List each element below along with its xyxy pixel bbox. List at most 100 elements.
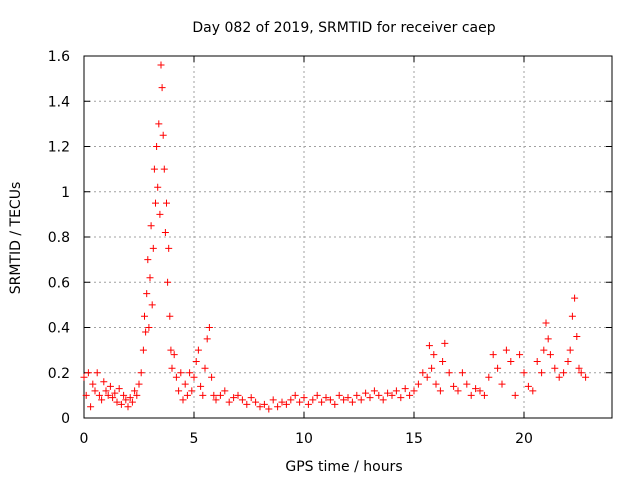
data-point (153, 143, 161, 150)
y-tick-label: 0 (61, 411, 70, 427)
data-point (340, 396, 348, 404)
data-point (194, 346, 202, 354)
x-tick-label: 15 (405, 431, 423, 447)
data-point (577, 369, 585, 377)
data-point (158, 84, 166, 92)
data-point (480, 391, 488, 399)
data-point (188, 387, 196, 395)
data-point (410, 387, 418, 395)
data-point (212, 396, 220, 404)
data-point (573, 333, 581, 341)
data-point (494, 364, 502, 372)
data-point (117, 400, 125, 408)
data-point (291, 391, 299, 399)
data-point (120, 391, 128, 399)
data-point (278, 398, 286, 406)
data-point (564, 357, 572, 365)
data-point (463, 380, 471, 388)
data-point (84, 369, 92, 377)
data-point (124, 403, 132, 411)
data-point (428, 364, 436, 372)
data-point (419, 369, 427, 377)
data-point (282, 400, 290, 408)
data-point (414, 380, 422, 388)
data-point (156, 210, 164, 218)
x-tick-label: 0 (80, 431, 89, 447)
data-point (133, 391, 141, 399)
data-point (145, 324, 153, 331)
data-point (179, 396, 187, 404)
data-point (122, 396, 130, 404)
data-point (152, 199, 159, 207)
data-point (300, 394, 308, 402)
y-tick-label: 0.4 (48, 321, 70, 337)
data-point (181, 380, 189, 388)
data-point (458, 369, 466, 377)
data-point (520, 369, 528, 377)
data-point (192, 357, 200, 365)
data-point (296, 398, 304, 406)
axis-ticks (83, 55, 612, 419)
data-point (172, 373, 180, 381)
data-point (150, 165, 158, 173)
data-point (362, 389, 370, 397)
data-point (524, 382, 532, 390)
data-point (205, 324, 213, 331)
y-tick-label: 0.8 (48, 230, 70, 246)
data-point (161, 228, 169, 236)
data-point (498, 380, 506, 388)
y-tick-label: 1.2 (48, 140, 70, 156)
data-point (91, 387, 99, 395)
data-point (197, 382, 205, 390)
data-point (489, 351, 497, 359)
data-point (529, 387, 537, 395)
y-tick-label: 1.4 (48, 94, 70, 110)
data-point (318, 398, 326, 406)
data-point (406, 391, 414, 399)
data-point (100, 378, 108, 386)
data-point (252, 398, 260, 406)
data-point (109, 394, 117, 402)
data-point (177, 369, 185, 377)
x-tick-label: 10 (295, 431, 313, 447)
data-point (243, 400, 251, 408)
data-point (432, 380, 440, 388)
x-tick-label: 20 (515, 431, 533, 447)
data-point (106, 382, 114, 390)
data-point (441, 339, 449, 347)
data-point (551, 364, 559, 372)
data-point (423, 373, 431, 381)
data-point (544, 335, 552, 343)
data-point (199, 391, 207, 399)
x-tick-label: 5 (190, 431, 199, 447)
data-point (566, 346, 574, 354)
data-point (148, 301, 156, 309)
data-point (533, 357, 541, 365)
data-point (115, 385, 123, 393)
data-point (384, 389, 392, 397)
data-point (454, 387, 462, 395)
data-point (313, 391, 321, 399)
data-point (186, 369, 194, 377)
data-point (348, 398, 356, 406)
data-point (80, 373, 88, 381)
data-point (93, 369, 101, 377)
data-point (472, 385, 480, 393)
data-point (126, 394, 134, 402)
data-point (304, 400, 312, 408)
data-point (322, 394, 330, 402)
data-point (154, 183, 162, 191)
tick-labels: 0 5 10 15 20 0 0.2 0.4 0.6 0.8 1 1.2 1.4 1.6 (48, 49, 533, 447)
data-point (353, 391, 361, 399)
data-point (141, 312, 148, 320)
data-point (163, 199, 170, 207)
data-point (560, 369, 568, 377)
data-point (436, 387, 444, 395)
y-tick-label: 0.6 (48, 275, 70, 291)
y-tick-label: 1.6 (48, 49, 70, 65)
data-point (144, 256, 152, 264)
data-point (139, 346, 147, 354)
data-points (80, 61, 590, 413)
data-point (397, 394, 405, 402)
data-point (335, 391, 343, 399)
